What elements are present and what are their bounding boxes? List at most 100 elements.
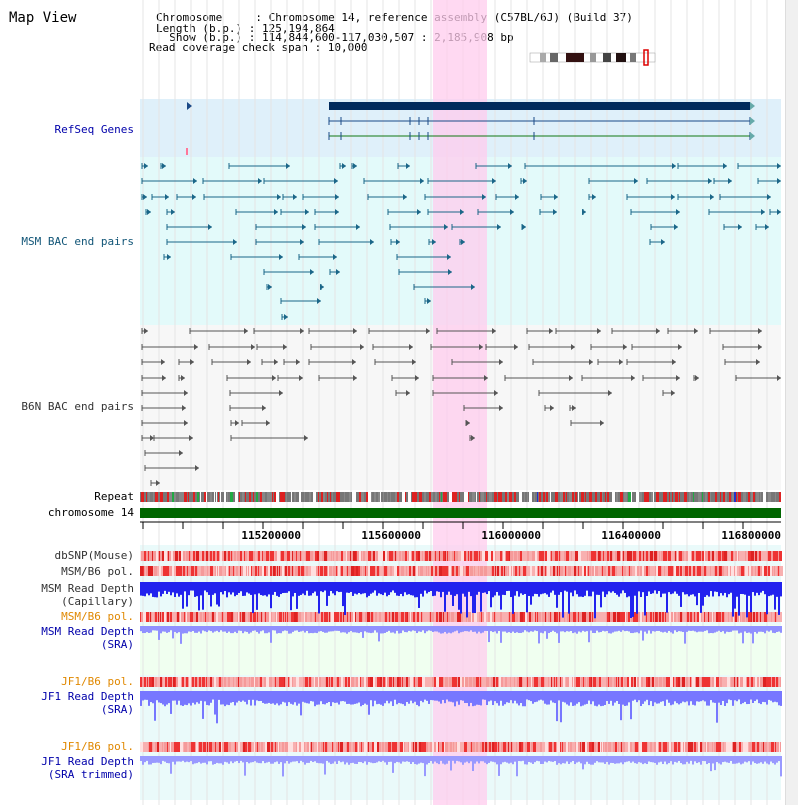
- b6n-bac-pair: [144, 465, 199, 471]
- msm-bac-pair: [314, 224, 360, 230]
- axis-tick-label: 115200000: [241, 529, 301, 542]
- msm-bac-pair: [708, 209, 765, 215]
- msm-bac-label[interactable]: MSM BAC end pairs: [21, 235, 134, 248]
- repeat-element: [663, 492, 666, 502]
- repeat-element: [546, 492, 548, 502]
- repeat-element: [736, 492, 737, 502]
- b6n-bac-label[interactable]: B6N BAC end pairs: [21, 400, 134, 413]
- b6n-bac-pair: [318, 375, 357, 381]
- repeat-element: [415, 492, 417, 502]
- msm-bac-pairs[interactable]: [141, 163, 781, 320]
- b6n-bac-pairs[interactable]: [141, 328, 781, 486]
- repeat-element: [505, 492, 508, 502]
- repeat-element: [748, 492, 750, 502]
- repeat-element: [575, 492, 577, 502]
- repeat-element: [720, 492, 721, 502]
- b6n-bac-pair: [230, 435, 308, 441]
- vertical-scrollbar[interactable]: [785, 0, 798, 805]
- repeat-element: [361, 492, 364, 502]
- repeat-element: [743, 492, 746, 502]
- repeat-element: [274, 492, 277, 502]
- repeat-bar: [140, 492, 781, 502]
- b6n-bac-pair: [597, 359, 623, 365]
- repeat-element: [519, 492, 522, 502]
- msm-bac-pair: [427, 209, 464, 215]
- chromosome-bar: [140, 508, 781, 518]
- b6n-bac-pair: [374, 359, 416, 365]
- msm-b6-pol-label-2[interactable]: MSM/B6 pol.: [61, 610, 134, 623]
- repeat-element: [616, 492, 618, 502]
- refseq-label[interactable]: RefSeq Genes: [54, 123, 134, 136]
- repeat-element: [537, 492, 538, 502]
- jf1-depth-trimmed-label[interactable]: JF1 Read Depth: [41, 755, 134, 768]
- msm-bac-pair: [230, 254, 283, 260]
- repeat-element: [472, 492, 475, 502]
- axis-tick-label: 116000000: [481, 529, 541, 542]
- repeat-element: [184, 492, 187, 502]
- msm-bac-pair: [588, 178, 638, 184]
- chromosome-ideogram[interactable]: [529, 49, 656, 66]
- b6n-bac-pair: [430, 344, 483, 350]
- msm-bac-pair: [389, 224, 448, 230]
- msm-bac-pair: [413, 284, 475, 290]
- msm-bac-pair: [540, 194, 558, 200]
- repeat-element: [387, 492, 388, 502]
- msm-bac-pair: [314, 209, 339, 215]
- repeat-element: [729, 492, 731, 502]
- repeat-element: [368, 492, 371, 502]
- repeat-element: [560, 492, 563, 502]
- repeat-element: [539, 492, 541, 502]
- msm-bac-pair: [477, 209, 514, 215]
- repeat-element: [529, 492, 532, 502]
- b6n-bac-pair: [662, 390, 675, 396]
- repeat-element: [378, 492, 381, 502]
- repeat-element: [260, 492, 263, 502]
- repeat-element: [738, 492, 741, 502]
- refseq-transcript: [328, 132, 755, 140]
- msm-bac-pair: [495, 194, 519, 200]
- refseq-genes[interactable]: [186, 102, 755, 155]
- repeat-element: [672, 492, 673, 502]
- repeat-element: [479, 492, 480, 502]
- repeat-element: [710, 492, 711, 502]
- msm-depth-capillary-label[interactable]: MSM Read Depth: [41, 582, 134, 595]
- msm-bac-pair: [769, 209, 781, 215]
- b6n-bac-pair: [722, 344, 762, 350]
- repeat-element: [514, 492, 516, 502]
- dbsnp-label[interactable]: dbSNP(Mouse): [54, 549, 134, 562]
- repeat-element: [245, 492, 246, 502]
- repeat-element: [224, 492, 226, 502]
- msm-depth-sra-label[interactable]: MSM Read Depth: [41, 625, 134, 638]
- msm-bac-pair: [424, 298, 431, 304]
- b6n-bac-pair: [178, 375, 185, 381]
- msm-bac-pair: [755, 224, 769, 230]
- msm-bac-pair: [396, 254, 451, 260]
- msm-bac-pair: [387, 209, 421, 215]
- repeat-element: [412, 492, 415, 502]
- jf1-b6-pol-label-2[interactable]: JF1/B6 pol.: [61, 740, 134, 753]
- repeat-element: [323, 492, 325, 502]
- msm-bac-pair: [524, 163, 676, 169]
- b6n-bac-pair: [230, 420, 239, 426]
- repeat-element: [591, 492, 592, 502]
- repeat-element: [646, 492, 648, 502]
- jf1-depth-sra-label[interactable]: JF1 Read Depth: [41, 690, 134, 703]
- msm-bac-pair: [141, 178, 197, 184]
- b6n-bac-pair: [310, 344, 364, 350]
- jf1-depth-trimmed: [140, 756, 782, 777]
- repeat-element: [220, 492, 221, 502]
- repeat-element: [366, 492, 368, 502]
- repeat-element: [167, 492, 170, 502]
- msm-bac-pair: [176, 194, 196, 200]
- repeat-element: [481, 492, 484, 502]
- repeat-element: [262, 492, 265, 502]
- length-info: Length (b.p.) : 125,194,864: [156, 22, 335, 35]
- repeat-element: [563, 492, 565, 502]
- jf1-b6-pol-label[interactable]: JF1/B6 pol.: [61, 675, 134, 688]
- msm-b6-pol-heat-2: [140, 612, 782, 622]
- repeat-element: [313, 492, 316, 502]
- msm-b6-pol-label[interactable]: MSM/B6 pol.: [61, 565, 134, 578]
- b6n-bac-pair: [178, 359, 194, 365]
- repeat-element: [230, 492, 233, 502]
- msm-bac-pair: [424, 194, 486, 200]
